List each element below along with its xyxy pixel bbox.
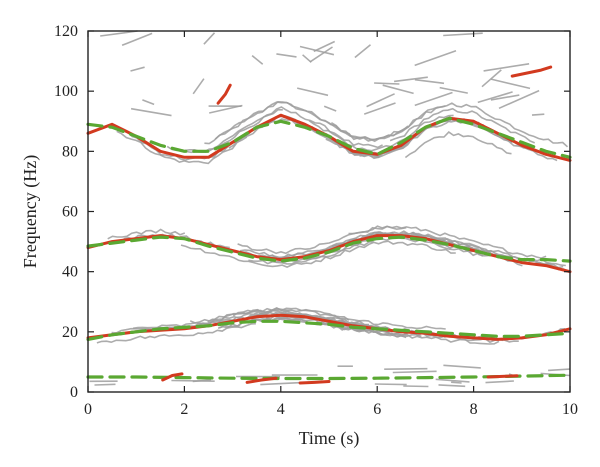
y-tick-label: 60 [62, 204, 78, 221]
background-fragment [142, 99, 155, 106]
background-fragment [477, 91, 513, 104]
estimate-line-9 [298, 380, 331, 385]
background-track [237, 225, 407, 255]
background-track [330, 102, 569, 148]
y-axis-title: Frequency (Hz) [20, 155, 41, 268]
reference-line-1 [86, 116, 572, 159]
background-fragment [392, 370, 437, 374]
background-fragment [451, 381, 462, 384]
background-fragment [192, 379, 212, 383]
background-fragment [414, 78, 445, 85]
x-tick-label: 10 [562, 401, 578, 418]
background-fragment [485, 380, 514, 384]
background-fragment [354, 44, 372, 59]
y-tick-label: 120 [54, 23, 78, 40]
background-fragment [403, 385, 429, 388]
background-track [308, 114, 454, 152]
estimate-line-11 [216, 83, 232, 105]
x-axis-title: Time (s) [299, 428, 360, 449]
y-tick-label: 20 [62, 324, 78, 341]
background-fragment [260, 381, 305, 386]
reference-line-5 [86, 319, 572, 341]
background-fragment [490, 78, 531, 90]
background-fragment [435, 378, 470, 383]
background-fragment [323, 105, 337, 112]
background-fragment [276, 53, 297, 58]
background-fragment [302, 54, 312, 63]
estimate-line-8 [245, 376, 278, 384]
background-fragment [394, 76, 428, 83]
background-fragment [414, 49, 457, 67]
background-fragment [548, 368, 571, 372]
x-tick-label: 2 [180, 401, 188, 418]
background-fragment [366, 93, 395, 108]
background-fragment [130, 107, 172, 117]
series-layer [86, 65, 572, 385]
background-track [180, 240, 456, 268]
background-track [184, 106, 383, 153]
background-track [204, 101, 446, 145]
background-track [96, 322, 256, 344]
background-fragment [481, 69, 502, 88]
background-fragment [382, 84, 414, 95]
background-fragment [313, 40, 336, 53]
background-track [219, 317, 500, 345]
reference-line-3 [86, 235, 572, 263]
background-fragment [374, 383, 407, 386]
background-fragment [121, 32, 153, 47]
background-fragment [443, 32, 483, 37]
background-fragment [130, 66, 145, 72]
background-fragment [251, 54, 264, 65]
background-track [107, 228, 186, 240]
x-tick-label: 0 [84, 401, 92, 418]
background-fragment [531, 113, 545, 116]
background-fragment [192, 78, 205, 95]
background-track [257, 231, 394, 260]
background-track [325, 118, 558, 162]
background-fragment [439, 86, 468, 94]
plot-frame [87, 30, 571, 393]
background-track [248, 240, 374, 265]
background-fragment [483, 63, 530, 72]
estimate-line-12 [510, 65, 553, 78]
background-track [404, 131, 512, 159]
background-fragment [203, 32, 216, 45]
y-tick-label: 80 [62, 143, 78, 160]
background-fragment [297, 87, 329, 97]
background-fragment [309, 46, 333, 63]
background-fragment [498, 89, 540, 110]
estimate-line-7 [161, 372, 184, 382]
background-fragment [94, 383, 116, 386]
estimate-line-4 [86, 313, 572, 341]
background-fragment [363, 102, 396, 115]
background-track [189, 307, 446, 330]
background-fragment [100, 30, 138, 37]
background-fragment [414, 91, 453, 107]
y-tick-label: 40 [62, 264, 78, 281]
background-fragment [384, 367, 428, 370]
x-tick-label: 6 [373, 401, 381, 418]
background-track [389, 107, 536, 144]
background-pitch-tracks [89, 30, 571, 388]
y-tick-label: 100 [54, 83, 78, 100]
background-fragment [490, 94, 520, 101]
x-tick-label: 4 [277, 401, 285, 418]
background-fragment [443, 364, 481, 369]
estimate-line-10 [486, 374, 519, 379]
x-tick-label: 8 [470, 401, 478, 418]
background-fragment [374, 82, 400, 85]
background-track [132, 309, 370, 330]
background-fragment [438, 384, 466, 388]
y-tick-label: 0 [70, 384, 78, 401]
background-track [348, 225, 547, 259]
background-track [116, 130, 248, 165]
background-track [228, 118, 403, 159]
